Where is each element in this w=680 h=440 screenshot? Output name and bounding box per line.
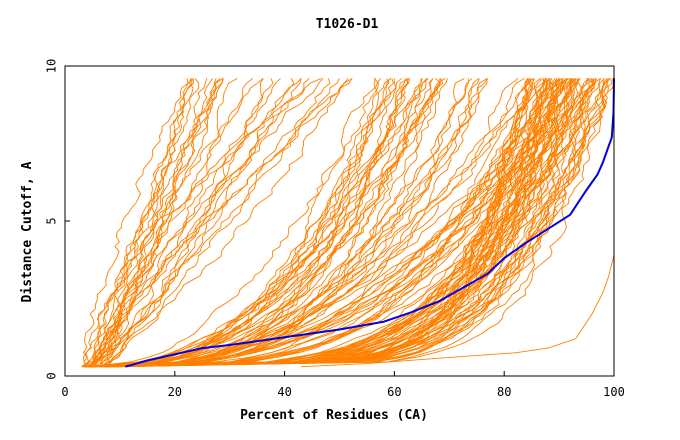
- x-axis-ticks: 0 20 40 60 80 100: [61, 371, 625, 399]
- model-curve: [90, 78, 580, 368]
- model-curve: [92, 78, 381, 368]
- model-curve: [113, 78, 607, 368]
- x-tick-label: 60: [387, 385, 401, 399]
- model-curve: [93, 78, 610, 368]
- model-curve: [94, 78, 594, 368]
- model-curve: [90, 78, 434, 368]
- model-curve: [116, 78, 595, 368]
- model-curve: [86, 78, 194, 367]
- model-curve: [94, 78, 324, 367]
- model-curve: [90, 78, 560, 368]
- model-curve: [93, 78, 533, 368]
- model-curve: [94, 78, 264, 367]
- model-curve: [94, 78, 310, 367]
- model-curve: [111, 78, 473, 368]
- model-curve: [106, 78, 556, 368]
- model-curve: [105, 78, 489, 368]
- model-curve: [88, 78, 604, 368]
- chart-title: T1026-D1: [316, 17, 379, 32]
- model-curve: [101, 78, 531, 368]
- model-curve: [91, 78, 302, 367]
- model-curve: [107, 78, 331, 367]
- model-curve: [112, 78, 519, 368]
- model-curve: [83, 78, 594, 368]
- model-curve: [100, 78, 274, 368]
- model-curve: [113, 78, 614, 368]
- model-curve: [111, 78, 529, 368]
- model-curve: [93, 78, 422, 368]
- model-curve: [91, 77, 410, 368]
- model-curve: [113, 78, 410, 368]
- model-curve: [112, 78, 551, 368]
- model-curve: [82, 78, 195, 367]
- highlighted-model-curve: [125, 78, 615, 368]
- model-curve: [109, 78, 409, 368]
- model-curve: [81, 78, 353, 368]
- model-curve: [103, 78, 302, 368]
- model-curve: [90, 78, 446, 368]
- model-curve: [100, 78, 448, 368]
- model-curve: [98, 78, 295, 367]
- model-curve: [110, 78, 441, 368]
- y-tick-label: 10: [45, 59, 59, 73]
- model-curve: [93, 78, 221, 367]
- model-curve: [86, 78, 536, 368]
- other-models-series-group: [81, 77, 615, 368]
- model-curve: [109, 78, 444, 368]
- model-curve: [114, 78, 530, 368]
- model-curve: [87, 78, 572, 368]
- model-curve: [101, 78, 488, 368]
- x-tick-label: 20: [168, 385, 182, 399]
- y-tick-label: 5: [45, 217, 59, 224]
- model-curve: [108, 78, 560, 368]
- model-curve: [89, 78, 553, 368]
- x-tick-label: 0: [61, 385, 68, 399]
- x-tick-label: 80: [497, 385, 511, 399]
- model-curve: [99, 78, 427, 368]
- x-tick-label: 100: [603, 385, 625, 399]
- model-curve: [90, 78, 525, 368]
- model-curve: [82, 78, 613, 368]
- model-curve: [86, 78, 528, 368]
- model-curve: [89, 78, 224, 368]
- model-curve: [103, 78, 238, 368]
- model-curve: [102, 78, 601, 368]
- model-curve: [118, 78, 550, 368]
- model-curve: [86, 78, 589, 368]
- model-curve: [99, 78, 577, 368]
- model-curve: [93, 78, 390, 368]
- model-curve: [97, 78, 552, 368]
- y-axis-ticks: 0 5 10: [45, 59, 70, 380]
- model-curve: [93, 78, 541, 368]
- model-curve: [86, 78, 480, 368]
- x-tick-label: 40: [277, 385, 291, 399]
- model-curve: [101, 78, 213, 368]
- y-tick-label: 0: [45, 372, 59, 379]
- model-curve: [89, 78, 377, 368]
- model-curve: [106, 78, 546, 368]
- model-curve: [87, 78, 488, 368]
- model-curve: [81, 78, 441, 368]
- model-curve: [101, 78, 200, 367]
- model-curve: [97, 78, 609, 368]
- highlighted-model-series-group: [125, 78, 615, 368]
- model-curve: [110, 78, 545, 368]
- model-curve: [82, 78, 189, 368]
- model-curve: [106, 78, 217, 367]
- model-curve: [103, 78, 429, 368]
- model-curve: [96, 78, 601, 368]
- outlier-model-curve: [301, 78, 615, 368]
- x-axis-label: Percent of Residues (CA): [240, 408, 428, 423]
- y-axis-label: Distance Cutoff, A: [20, 161, 35, 302]
- model-curve: [100, 78, 590, 368]
